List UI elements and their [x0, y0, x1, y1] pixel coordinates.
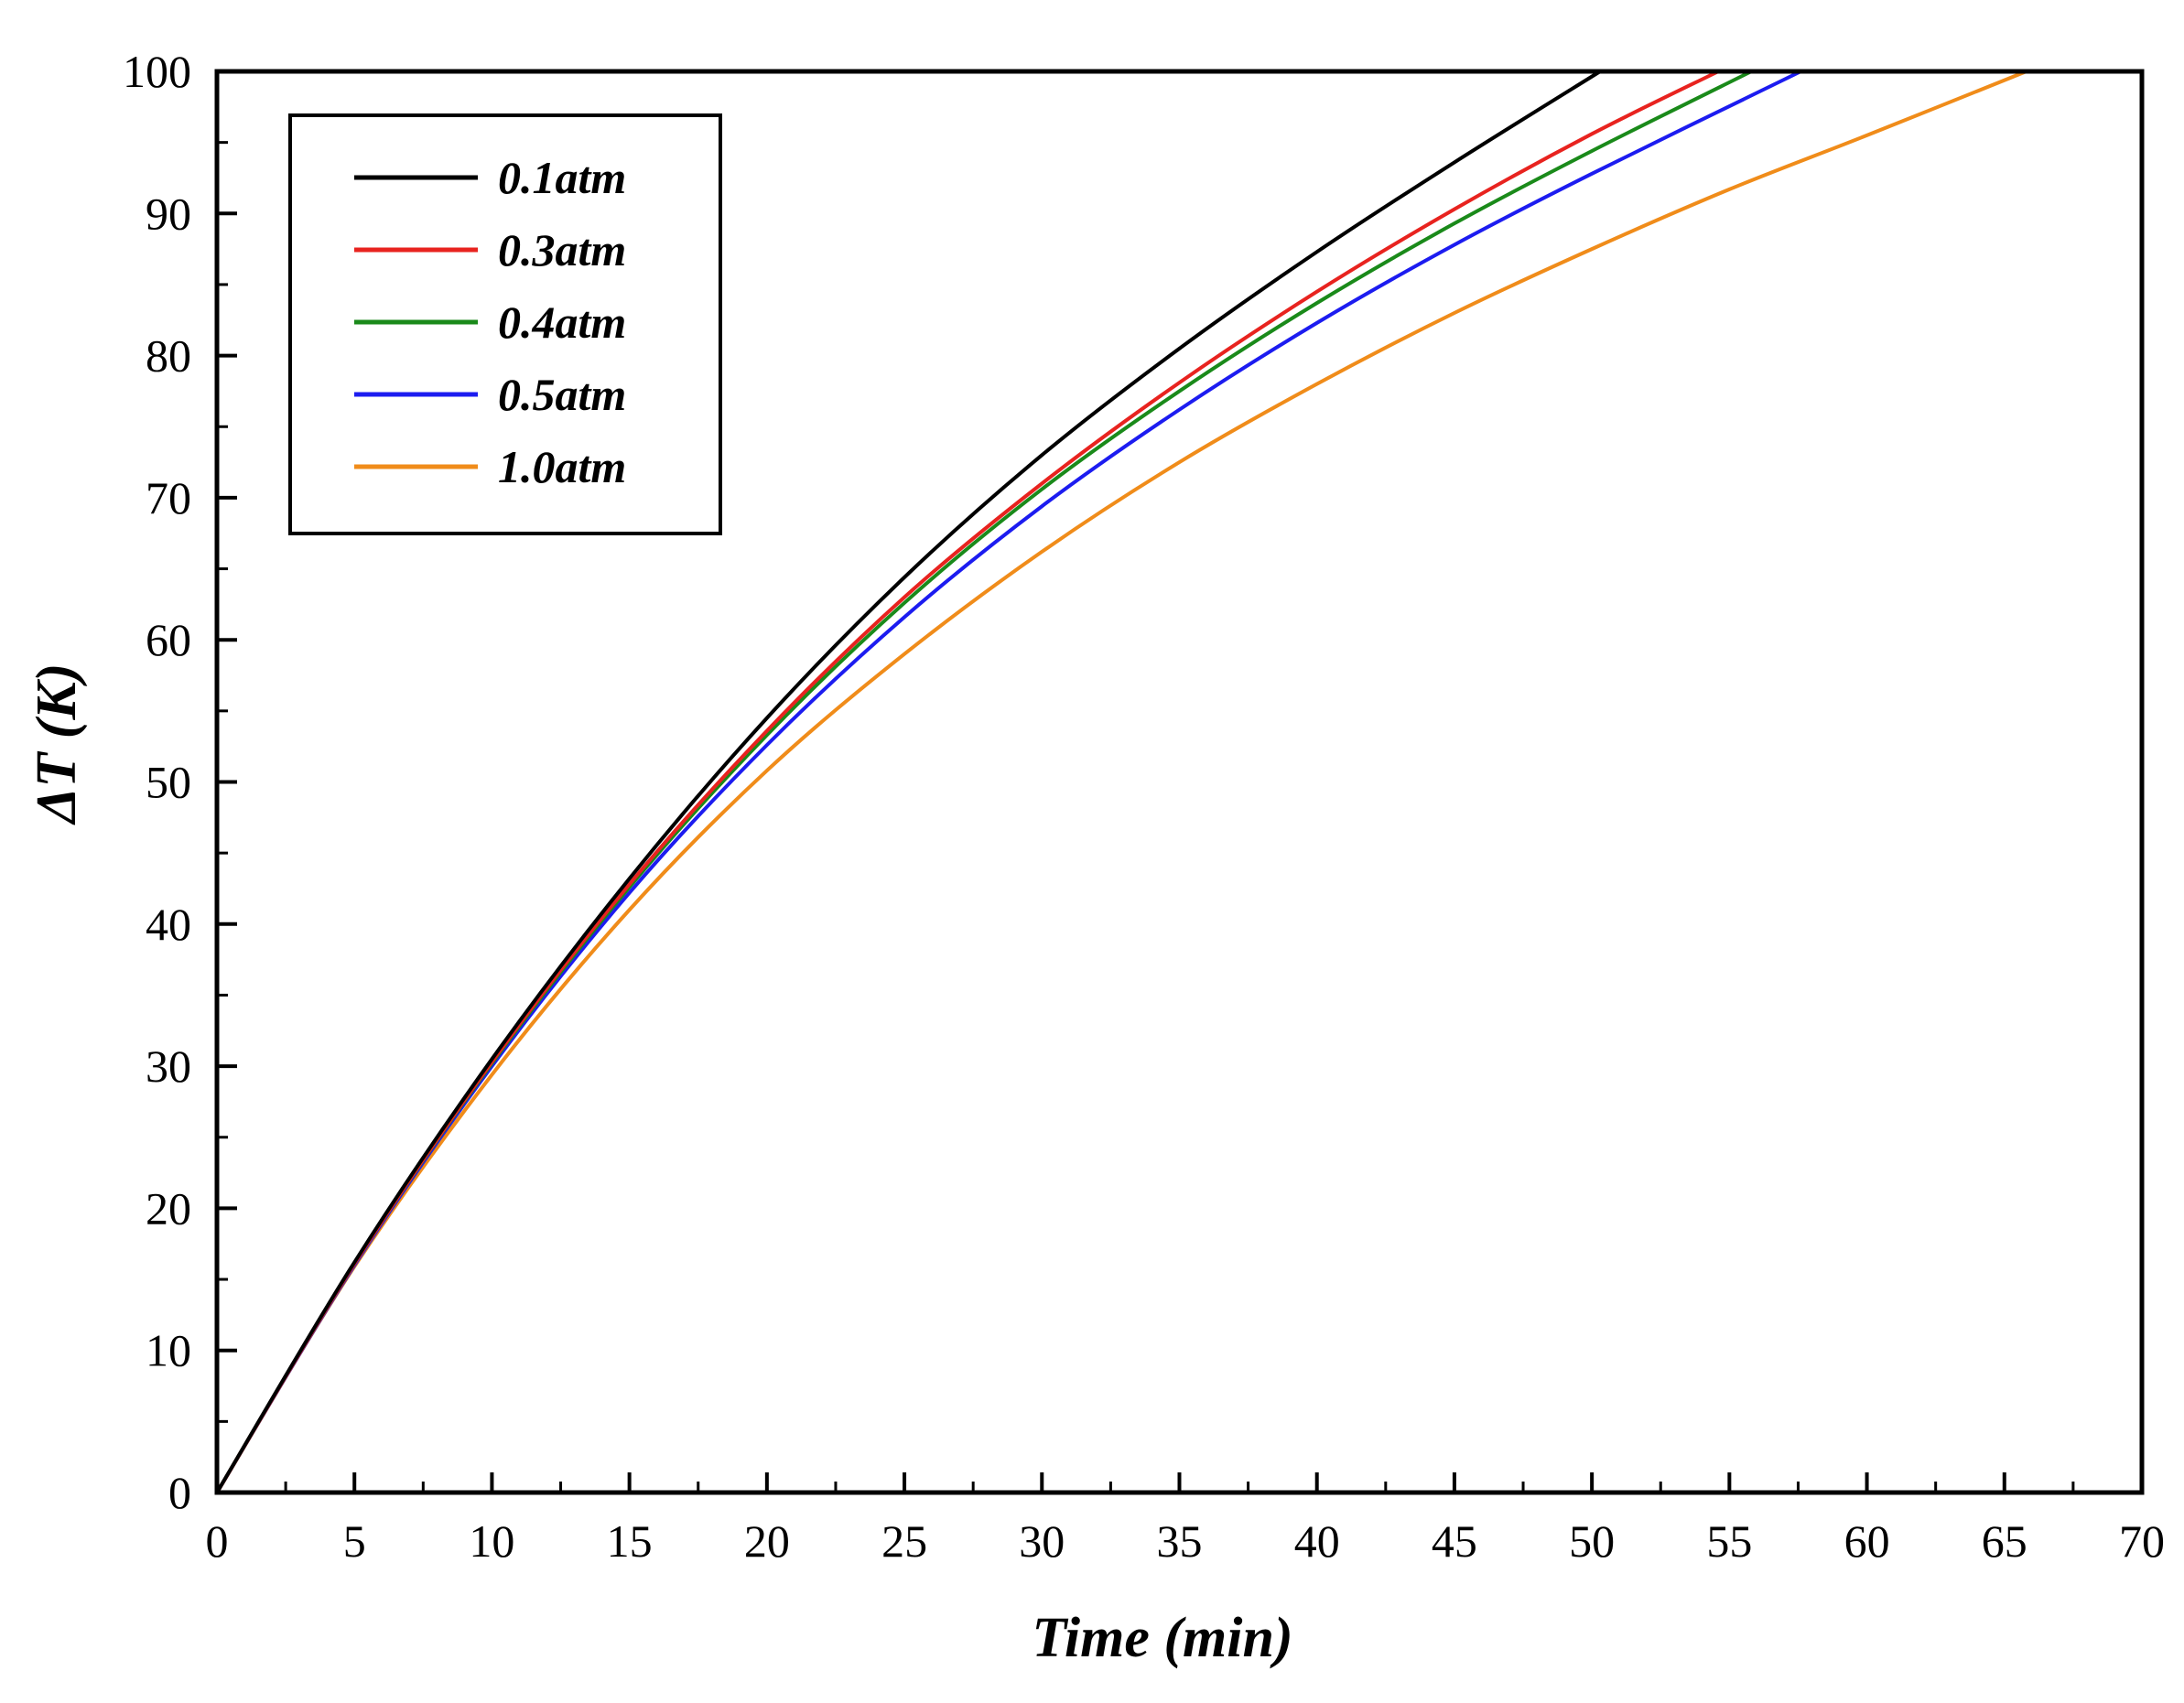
legend: 0.1atm 0.3atm 0.4atm 0.5atm 1.0atm: [288, 113, 722, 535]
x-tick-label: 0: [206, 1515, 229, 1567]
y-tick-label: 70: [146, 472, 191, 523]
x-tick-label: 55: [1706, 1515, 1752, 1567]
y-tick-label: 10: [146, 1325, 191, 1376]
y-tick-label: 80: [146, 330, 191, 382]
ticks-layer: 0 5 10 15 20 25 30 35 40 45 50 55 60 65 70 0 10 20 30 40 50 6…: [123, 46, 2165, 1567]
x-tick-label: 30: [1019, 1515, 1065, 1567]
x-tick-label: 50: [1569, 1515, 1615, 1567]
x-tick-label: 45: [1432, 1515, 1477, 1567]
legend-label-0-5atm: 0.5atm: [498, 369, 626, 420]
y-tick-label: 50: [146, 757, 191, 808]
y-tick-label: 100: [123, 46, 191, 97]
legend-label-0-1atm: 0.1atm: [498, 152, 626, 203]
y-tick-label: 40: [146, 899, 191, 950]
x-axis-title: Time (min): [1032, 1607, 1292, 1669]
x-tick-label: 20: [744, 1515, 790, 1567]
legend-label-0-3atm: 0.3atm: [498, 224, 626, 275]
y-tick-label: 20: [146, 1182, 191, 1234]
x-tick-label: 65: [1982, 1515, 2027, 1567]
legend-label-1-0atm: 1.0atm: [498, 441, 626, 492]
series-line-1-0atm: [215, 70, 2028, 1494]
series-line-0-1atm: [215, 70, 1603, 1494]
x-tick-label: 35: [1157, 1515, 1203, 1567]
y-tick-label: 90: [146, 188, 191, 239]
series-layer: [215, 70, 2028, 1494]
x-tick-label: 5: [343, 1515, 366, 1567]
x-tick-label: 25: [881, 1515, 927, 1567]
y-tick-label: 0: [168, 1467, 191, 1518]
x-tick-label: 60: [1844, 1515, 1890, 1567]
legend-label-0-4atm: 0.4atm: [498, 296, 626, 348]
x-tick-label: 40: [1294, 1515, 1340, 1567]
x-tick-label: 70: [2119, 1515, 2165, 1567]
x-tick-label: 10: [469, 1515, 514, 1567]
y-tick-label: 60: [146, 614, 191, 665]
y-axis-title: ΔT (K): [26, 663, 88, 826]
x-tick-label: 15: [607, 1515, 653, 1567]
y-tick-label: 30: [146, 1040, 191, 1092]
